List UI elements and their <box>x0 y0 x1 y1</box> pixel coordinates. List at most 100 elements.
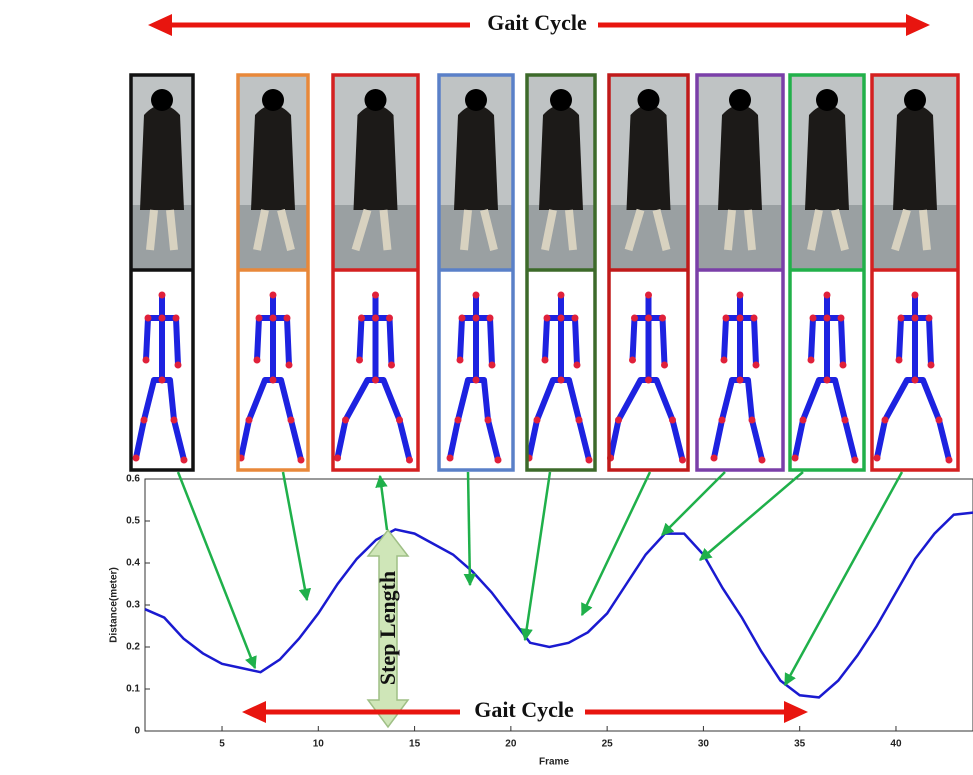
person <box>627 105 671 210</box>
floor <box>790 205 864 270</box>
joint <box>810 315 817 322</box>
joint <box>574 362 581 369</box>
x-tick-label: 15 <box>409 739 421 750</box>
joint <box>246 417 253 424</box>
joint <box>912 315 919 322</box>
panel <box>526 75 596 470</box>
joint <box>372 377 379 384</box>
person <box>454 105 498 210</box>
floor <box>697 205 783 270</box>
joint <box>586 457 593 464</box>
floor <box>131 205 193 270</box>
joint <box>838 315 845 322</box>
joint <box>723 315 730 322</box>
joint <box>946 457 953 464</box>
joint <box>749 417 756 424</box>
joint <box>298 457 305 464</box>
person <box>354 105 398 210</box>
joint <box>288 417 295 424</box>
joint <box>342 417 349 424</box>
floor <box>439 205 513 270</box>
joint <box>874 455 881 462</box>
joint <box>792 455 799 462</box>
joint <box>133 455 140 462</box>
joint <box>143 357 150 364</box>
joint <box>544 315 551 322</box>
joint <box>737 377 744 384</box>
joint <box>489 362 496 369</box>
x-tick-label: 5 <box>219 739 225 750</box>
head <box>465 89 487 111</box>
floor <box>527 205 595 270</box>
joint <box>171 417 178 424</box>
joint <box>396 417 403 424</box>
panel <box>790 75 864 470</box>
joint <box>284 315 291 322</box>
joint <box>173 315 180 322</box>
joint <box>558 377 565 384</box>
joint <box>679 457 686 464</box>
joint <box>159 315 166 322</box>
joint <box>270 292 277 299</box>
joint <box>406 457 413 464</box>
head <box>638 89 660 111</box>
joint <box>719 417 726 424</box>
x-tick-label: 35 <box>794 739 806 750</box>
joint <box>896 357 903 364</box>
joint <box>645 377 652 384</box>
joint <box>824 377 831 384</box>
joint <box>800 417 807 424</box>
joint <box>669 417 676 424</box>
y-tick-label: 0.5 <box>126 516 140 527</box>
joint <box>721 357 728 364</box>
head <box>151 89 173 111</box>
joint <box>386 315 393 322</box>
panel <box>238 75 309 470</box>
joint <box>808 357 815 364</box>
joint <box>840 362 847 369</box>
joint <box>928 362 935 369</box>
y-tick-label: 0.4 <box>126 558 140 569</box>
joint <box>286 362 293 369</box>
panel <box>333 75 418 470</box>
joint <box>629 357 636 364</box>
y-tick-label: 0.3 <box>126 600 140 611</box>
floor <box>238 205 308 270</box>
person <box>140 105 184 210</box>
annotation: Step Length <box>375 571 400 685</box>
joint <box>358 315 365 322</box>
x-tick-label: 20 <box>505 739 517 750</box>
joint <box>759 457 766 464</box>
head <box>550 89 572 111</box>
joint <box>751 315 758 322</box>
joint <box>824 292 831 299</box>
joint <box>711 455 718 462</box>
joint <box>882 417 889 424</box>
head <box>729 89 751 111</box>
joint <box>485 417 492 424</box>
joint <box>852 457 859 464</box>
y-tick-label: 0.2 <box>126 642 140 653</box>
joint <box>659 315 666 322</box>
person <box>893 105 937 210</box>
panels <box>131 75 958 470</box>
joint <box>542 357 549 364</box>
joint <box>159 377 166 384</box>
joint <box>270 377 277 384</box>
joint <box>270 315 277 322</box>
joint <box>753 362 760 369</box>
joint <box>181 457 188 464</box>
y-axis-label: Distance(meter) <box>109 567 120 643</box>
joint <box>457 357 464 364</box>
x-tick-label: 40 <box>890 739 902 750</box>
head <box>262 89 284 111</box>
plot-area <box>145 479 973 731</box>
joint <box>912 377 919 384</box>
joint <box>254 357 261 364</box>
joint <box>372 315 379 322</box>
head <box>365 89 387 111</box>
joint <box>898 315 905 322</box>
person <box>805 105 849 210</box>
joint <box>455 417 462 424</box>
y-tick-label: 0 <box>134 726 140 737</box>
